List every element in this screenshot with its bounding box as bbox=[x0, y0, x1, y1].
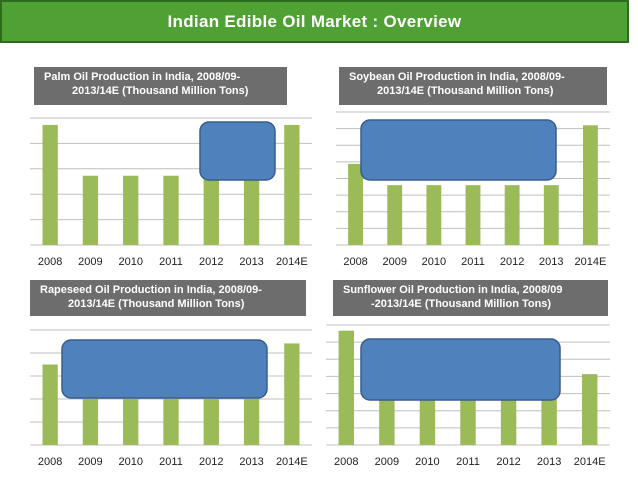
overlay-box bbox=[199, 121, 276, 181]
bar-2013 bbox=[543, 185, 559, 245]
palm-oil-title-line2: 2013/14E (Thousand Million Tons) bbox=[72, 85, 249, 97]
x-tick-label: 2012 bbox=[199, 456, 223, 468]
bar-2013 bbox=[243, 175, 260, 245]
x-tick-label: 2014E bbox=[575, 256, 607, 268]
x-tick-label: 2008 bbox=[334, 456, 358, 468]
overlay-box bbox=[360, 119, 557, 181]
x-tick-label: 2011 bbox=[159, 256, 183, 268]
bar-2008 bbox=[348, 163, 364, 245]
x-tick-label: 2010 bbox=[118, 256, 142, 268]
x-tick-label: 2009 bbox=[78, 256, 102, 268]
x-tick-label: 2011 bbox=[456, 456, 480, 468]
bar-2010 bbox=[123, 399, 139, 445]
bar-2009 bbox=[387, 185, 403, 245]
bar-2008 bbox=[42, 124, 58, 245]
bar-2012 bbox=[203, 399, 219, 445]
rapeseed-oil-chart-title: Rapeseed Oil Production in India, 2008/0… bbox=[30, 280, 306, 316]
x-tick-label: 2012 bbox=[199, 256, 223, 268]
overlay-box bbox=[61, 339, 268, 399]
soybean-oil-title-line2: 2013/14E (Thousand Million Tons) bbox=[377, 85, 554, 97]
sunflower-oil-title-line2: -2013/14E (Thousand Million Tons) bbox=[371, 298, 552, 310]
x-tick-label: 2014E bbox=[276, 456, 308, 468]
x-tick-label: 2009 bbox=[78, 456, 102, 468]
bar-2008 bbox=[338, 330, 354, 445]
bar-2009 bbox=[379, 393, 395, 445]
x-tick-label: 2013 bbox=[539, 256, 563, 268]
bar-2010 bbox=[426, 185, 442, 245]
palm-oil-title-line1: Palm Oil Production in India, 2008/09- bbox=[44, 71, 241, 83]
x-tick-label: 2008 bbox=[38, 256, 62, 268]
bar-2010 bbox=[123, 175, 139, 245]
bar-2009 bbox=[82, 175, 99, 245]
palm-oil-chart-title: Palm Oil Production in India, 2008/09- 2… bbox=[34, 67, 287, 105]
sunflower-oil-chart-title: Sunflower Oil Production in India, 2008/… bbox=[333, 280, 608, 316]
bar-2012 bbox=[203, 175, 219, 245]
soybean-oil-chart-title: Soybean Oil Production in India, 2008/09… bbox=[339, 67, 607, 105]
x-tick-label: 2010 bbox=[422, 256, 446, 268]
bar-2012 bbox=[500, 393, 517, 445]
bar-2011 bbox=[465, 185, 481, 245]
bar-2011 bbox=[163, 399, 179, 445]
bar-2009 bbox=[82, 399, 99, 445]
bar-2011 bbox=[163, 175, 179, 245]
sunflower-oil-title-line1: Sunflower Oil Production in India, 2008/… bbox=[343, 284, 563, 296]
x-tick-label: 2013 bbox=[537, 456, 561, 468]
bar-2013 bbox=[541, 393, 557, 445]
bar-2013 bbox=[243, 399, 260, 445]
bar-2010 bbox=[419, 393, 436, 445]
soybean-oil-title-line1: Soybean Oil Production in India, 2008/09… bbox=[349, 71, 565, 83]
x-tick-label: 2012 bbox=[500, 256, 524, 268]
bar-2014E bbox=[284, 343, 300, 445]
x-tick-label: 2014E bbox=[276, 256, 308, 268]
x-tick-label: 2013 bbox=[239, 456, 263, 468]
x-tick-label: 2010 bbox=[415, 456, 439, 468]
rapeseed-oil-title-line2: 2013/14E (Thousand Million Tons) bbox=[68, 298, 245, 310]
x-tick-label: 2008 bbox=[38, 456, 62, 468]
bar-2014E bbox=[582, 125, 598, 245]
bar-2011 bbox=[460, 393, 476, 445]
x-tick-label: 2011 bbox=[159, 456, 183, 468]
page-title: Indian Edible Oil Market : Overview bbox=[0, 0, 629, 43]
x-tick-label: 2009 bbox=[382, 256, 406, 268]
rapeseed-oil-title-line1: Rapeseed Oil Production in India, 2008/0… bbox=[40, 284, 262, 296]
bar-2014E bbox=[284, 124, 300, 245]
bar-2012 bbox=[504, 185, 520, 245]
x-tick-label: 2012 bbox=[496, 456, 520, 468]
x-tick-label: 2008 bbox=[343, 256, 367, 268]
overlay-box bbox=[360, 338, 561, 401]
x-tick-label: 2014E bbox=[574, 456, 606, 468]
bar-2008 bbox=[42, 364, 58, 445]
x-tick-label: 2011 bbox=[461, 256, 485, 268]
x-tick-label: 2009 bbox=[375, 456, 399, 468]
x-tick-label: 2013 bbox=[239, 256, 263, 268]
x-tick-label: 2010 bbox=[118, 456, 142, 468]
bar-2014E bbox=[582, 374, 598, 445]
